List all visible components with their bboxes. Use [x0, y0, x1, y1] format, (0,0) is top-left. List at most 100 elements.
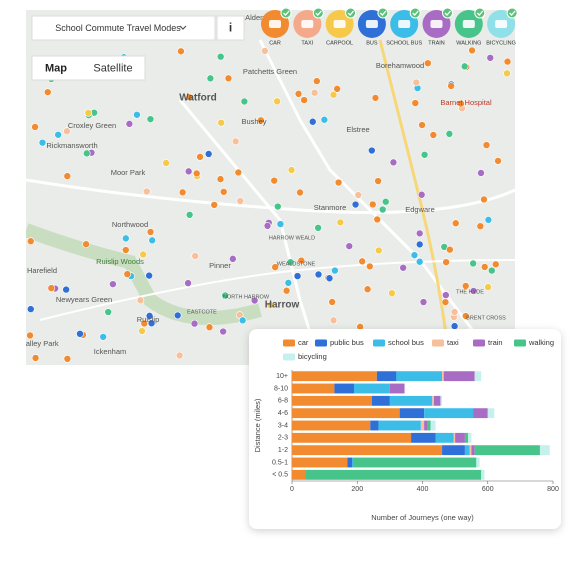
- map-dot: [122, 234, 130, 243]
- bar-segment: [411, 432, 436, 443]
- mode-button[interactable]: CAR: [261, 7, 292, 46]
- y-tick-label: 0.5-1: [272, 459, 288, 466]
- y-tick-label: < 0.5: [272, 472, 288, 479]
- map-dot: [173, 311, 182, 320]
- bar-segment: [442, 371, 444, 382]
- map-dot: [419, 298, 428, 306]
- bar-segment: [474, 445, 540, 456]
- map-dot: [293, 272, 302, 280]
- map-dot: [415, 257, 424, 266]
- bar-segment: [389, 383, 405, 394]
- map-dot: [411, 99, 420, 107]
- map-dot: [336, 218, 345, 227]
- bar-segment: [378, 420, 421, 431]
- bar-segment: [292, 420, 371, 431]
- map-dot: [325, 274, 334, 283]
- map-label: Borehamwood: [376, 61, 424, 70]
- map-dot: [331, 266, 339, 275]
- map-label: Valley Park: [21, 339, 59, 348]
- map-dot: [503, 69, 511, 78]
- map-dot: [138, 327, 146, 335]
- bar-segment: [334, 383, 354, 394]
- mode-button[interactable]: BICYCLING: [486, 7, 518, 46]
- map-dot: [104, 308, 113, 316]
- map-label: Aldenham: [245, 13, 279, 22]
- x-tick-label: 400: [417, 486, 429, 493]
- mode-button[interactable]: WALKING: [454, 7, 486, 46]
- bar-segment: [292, 445, 443, 456]
- map-dot: [185, 211, 194, 219]
- mode-button[interactable]: TAXI: [293, 7, 324, 46]
- map-dot: [146, 228, 155, 236]
- map-dot: [47, 284, 56, 292]
- map-label: Elstree: [346, 125, 369, 134]
- map-dot: [185, 93, 194, 102]
- check-mark: [347, 10, 355, 16]
- map-dot: [273, 202, 282, 211]
- map-dot: [388, 289, 396, 298]
- legend-label: public bus: [330, 338, 364, 347]
- map-dot: [371, 94, 380, 102]
- map-dot: [313, 77, 321, 85]
- map-dot: [363, 285, 372, 294]
- map-dot: [365, 262, 374, 271]
- bar-segment: [292, 457, 348, 468]
- map[interactable]: Aldenham Patchetts Green Watford Borehamwoo…: [21, 10, 515, 365]
- map-label: Harefield: [27, 266, 57, 275]
- bar-segment: [352, 457, 354, 468]
- bar-segment: [474, 371, 482, 382]
- check-badge: [442, 7, 453, 19]
- map-dot: [450, 322, 459, 330]
- legend-label: walking: [528, 338, 554, 347]
- legend-swatch: [514, 339, 526, 347]
- mode-button[interactable]: BUS: [357, 7, 389, 46]
- map-dot: [480, 263, 489, 271]
- check-mark: [476, 10, 484, 16]
- y-tick-label: 2-3: [278, 435, 288, 442]
- map-dot: [273, 97, 281, 106]
- map-dot: [296, 188, 304, 197]
- mode-button[interactable]: SCHOOL BUS: [386, 7, 422, 46]
- map-dot: [294, 90, 303, 98]
- x-axis-title: Number of Journeys (one way): [371, 513, 474, 522]
- map-dot: [284, 279, 293, 287]
- map-dot: [177, 47, 185, 56]
- map-dot: [266, 301, 275, 309]
- map-dot: [480, 195, 488, 204]
- mode-button[interactable]: TRAIN: [422, 7, 453, 46]
- tab-map[interactable]: Map: [45, 62, 67, 74]
- bar-segment: [469, 445, 472, 456]
- legend-swatch: [315, 339, 327, 347]
- map-dot: [205, 323, 214, 332]
- map-dot: [121, 246, 130, 254]
- map-dot: [206, 74, 215, 83]
- map-dot: [389, 158, 398, 167]
- mode-button[interactable]: CARPOOL: [325, 7, 357, 46]
- mode-glyph: [365, 20, 378, 28]
- map-label: WEALDSTONE: [277, 261, 316, 267]
- map-dot: [415, 240, 424, 249]
- bar-segment: [376, 371, 397, 382]
- map-dot: [491, 260, 500, 269]
- map-dot: [123, 270, 132, 278]
- check-badge: [409, 7, 421, 19]
- map-label: Patchetts Green: [243, 67, 297, 76]
- info-button[interactable]: [216, 15, 245, 41]
- bar-segment: [424, 420, 428, 431]
- map-dot: [308, 117, 317, 126]
- map-dot: [329, 316, 338, 325]
- map-dot: [494, 157, 502, 165]
- y-tick-label: 10+: [276, 373, 288, 380]
- map-dot: [329, 90, 338, 99]
- park: [26, 223, 262, 325]
- bar-segment: [455, 432, 465, 443]
- map-label: Harrow: [265, 300, 300, 311]
- map-dot: [190, 319, 199, 328]
- map-dot: [300, 96, 308, 104]
- road: [378, 39, 452, 365]
- bar-segment: [432, 395, 434, 406]
- bar-segment: [292, 395, 372, 406]
- tab-satellite[interactable]: Satellite: [93, 62, 132, 74]
- map-dot: [328, 298, 336, 306]
- bar-segment: [473, 408, 488, 419]
